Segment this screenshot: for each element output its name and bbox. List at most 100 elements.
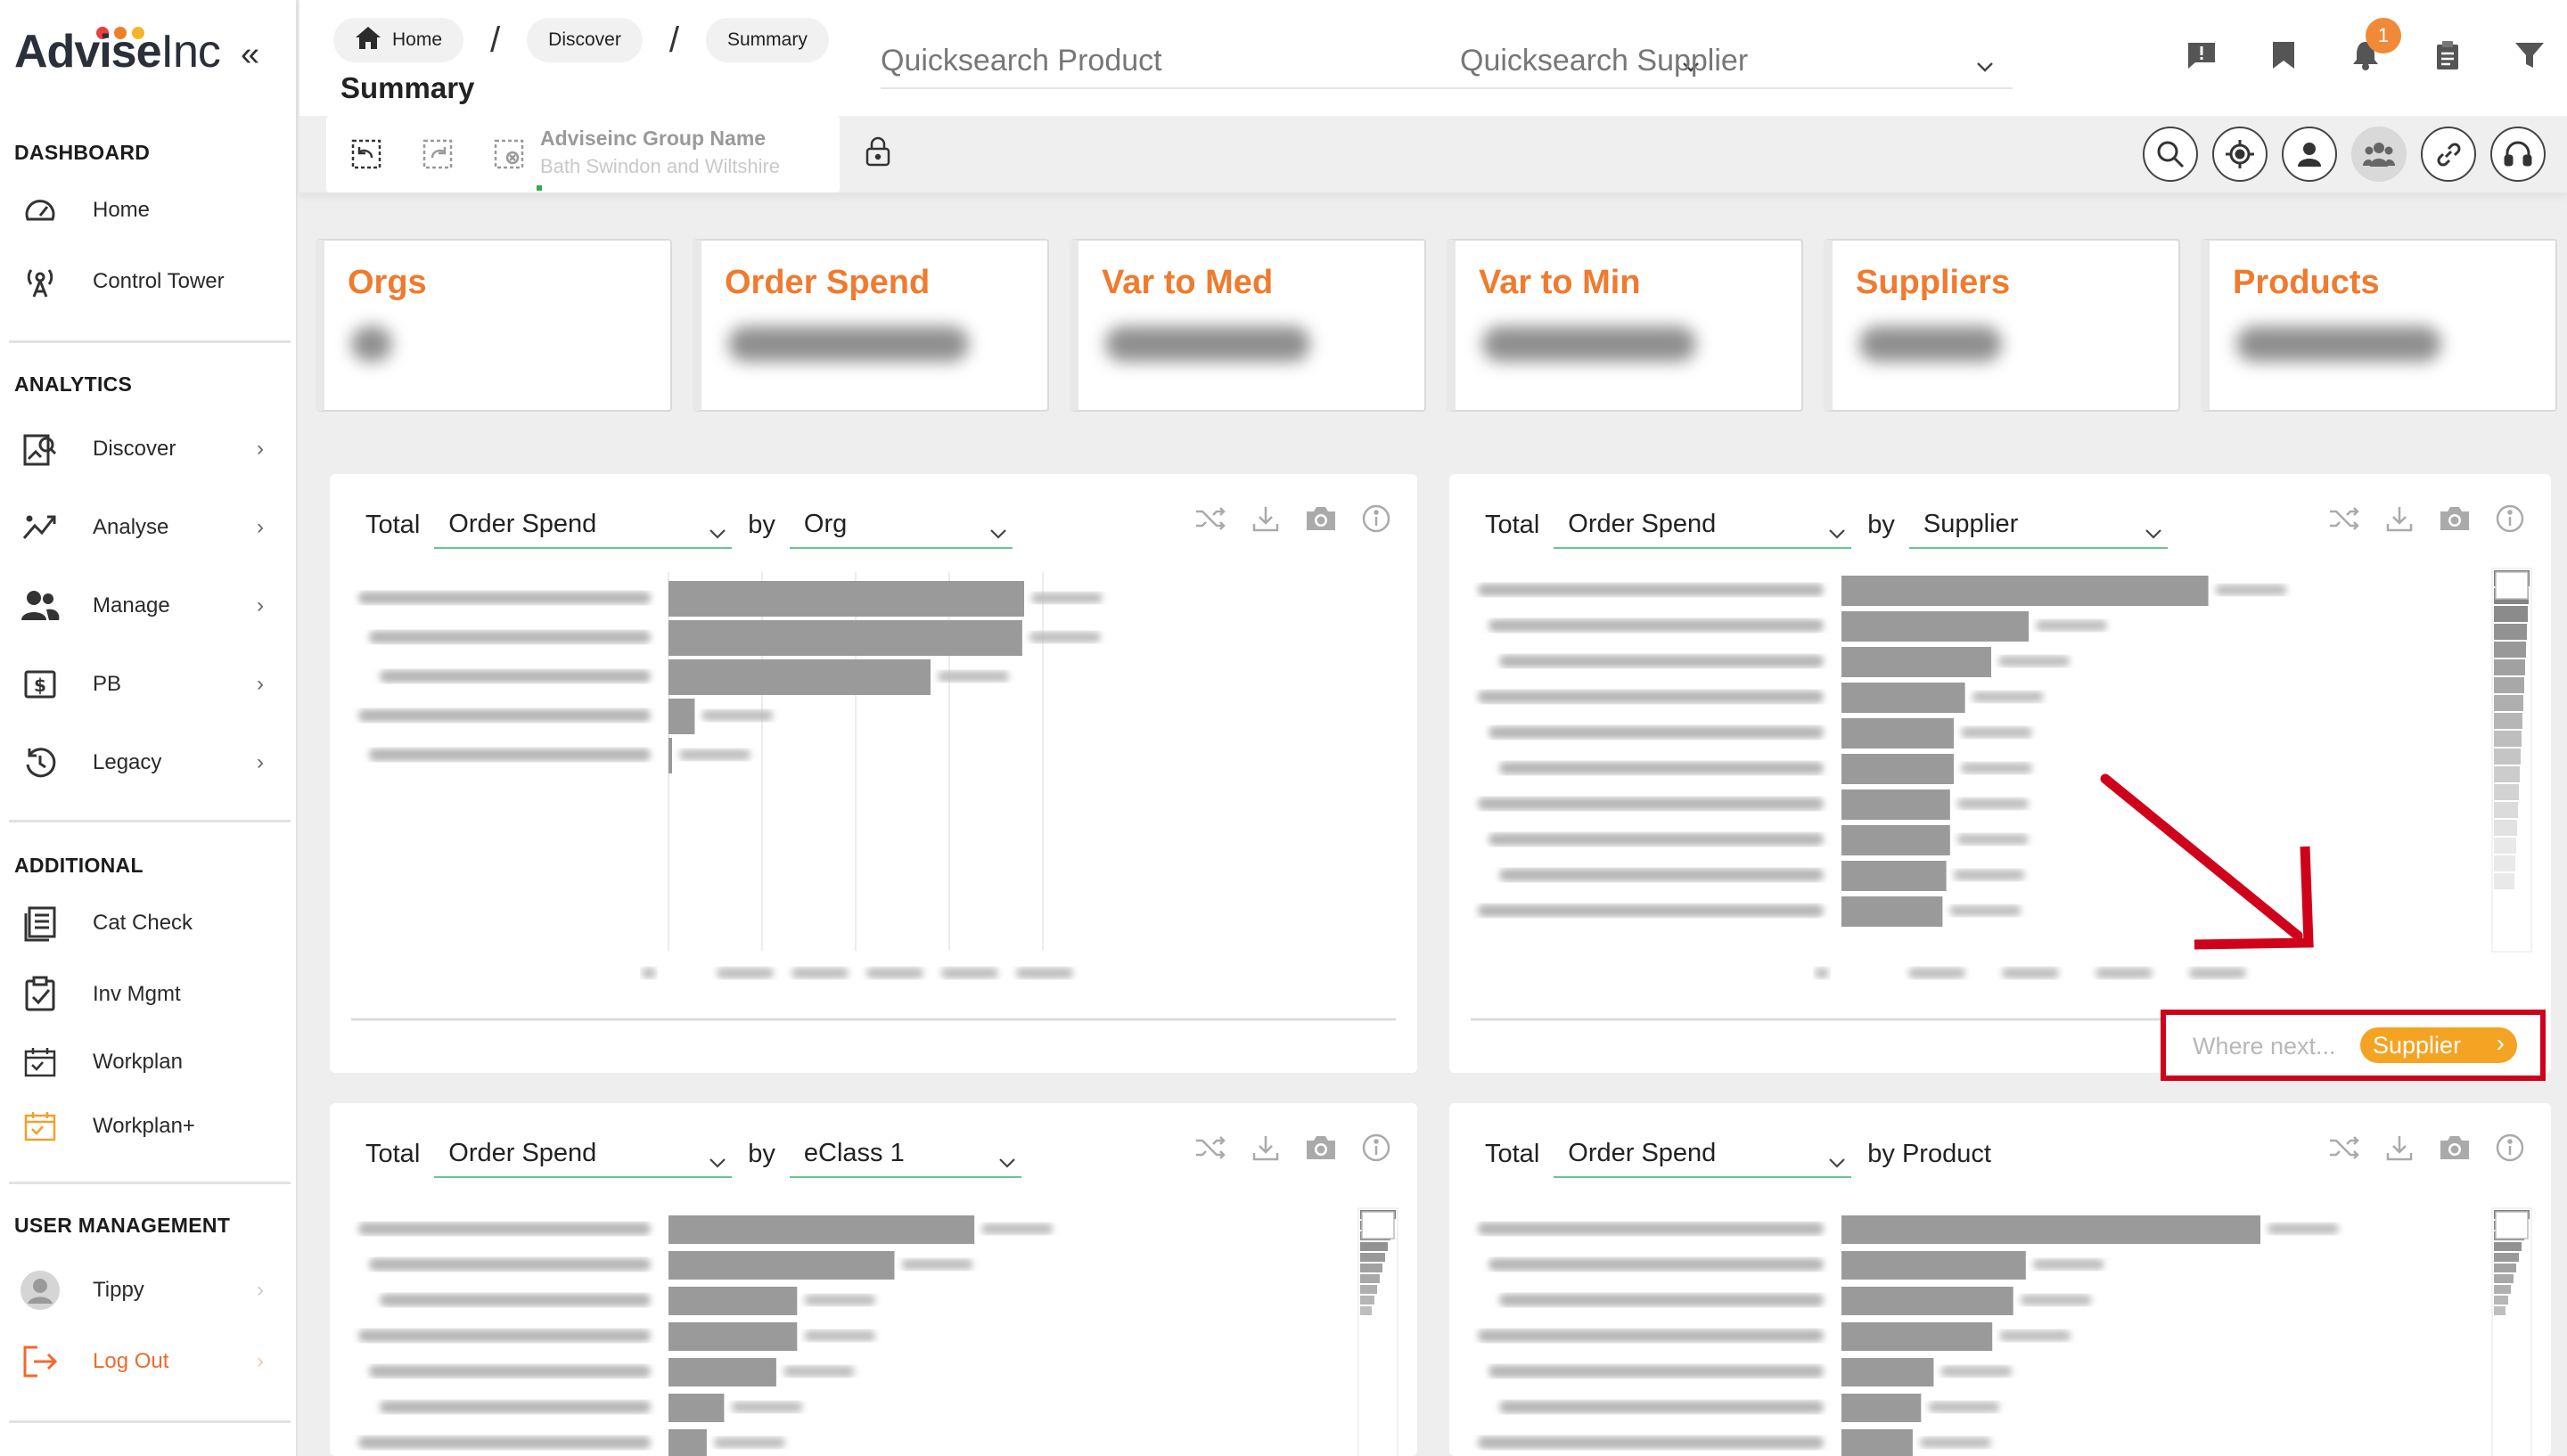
notifications-icon[interactable]: 1 [2350, 18, 2401, 71]
dimension-select[interactable]: eClass 1 [789, 1130, 1021, 1178]
bar[interactable] [668, 1358, 776, 1386]
where-next-supplier-button[interactable]: Supplier › [2360, 1027, 2517, 1063]
measure-select[interactable]: Order Spend [434, 1130, 733, 1178]
support-headset-icon[interactable] [2490, 127, 2546, 182]
sidebar-item-user[interactable]: Tippy › [20, 1265, 278, 1315]
lock-icon[interactable] [865, 135, 891, 172]
sidebar-item-home[interactable]: Home [20, 185, 278, 235]
bar[interactable] [1841, 754, 1954, 784]
dimension-select[interactable]: Supplier [1908, 501, 2168, 549]
bar[interactable] [668, 1287, 798, 1315]
bar[interactable] [668, 581, 1024, 617]
navigator-handle[interactable] [1361, 1211, 1395, 1239]
kpi-card-suppliers[interactable]: Suppliers [1824, 239, 2180, 412]
group-icon[interactable] [2351, 127, 2407, 182]
bar[interactable] [1841, 1215, 2260, 1244]
category-label-blurred [380, 1294, 651, 1306]
bar[interactable] [668, 1429, 707, 1456]
bar[interactable] [1841, 611, 2029, 642]
sidebar-item-legacy[interactable]: Legacy › [20, 738, 278, 788]
bar[interactable] [668, 659, 931, 695]
bar[interactable] [1841, 1429, 1913, 1456]
navigator-handle[interactable] [2495, 571, 2529, 600]
download-icon[interactable] [2382, 501, 2417, 536]
sidebar-item-control-tower[interactable]: Control Tower [20, 257, 278, 307]
sidebar-item-cat-check[interactable]: Cat Check [20, 898, 278, 948]
camera-icon[interactable] [2437, 1130, 2473, 1166]
bar[interactable] [1841, 1358, 1934, 1386]
kpi-card-order-spend[interactable]: Order Spend [693, 239, 1049, 412]
kpi-card-products[interactable]: Products [2201, 239, 2557, 412]
bar[interactable] [1841, 861, 1947, 891]
breadcrumb-summary[interactable]: Summary [705, 18, 829, 62]
breadcrumb-discover[interactable]: Discover [527, 18, 643, 62]
shuffle-icon[interactable] [2326, 1130, 2362, 1166]
clipboard-icon[interactable] [2432, 39, 2464, 71]
camera-icon[interactable] [2437, 501, 2473, 536]
search-icon[interactable] [2143, 127, 2198, 182]
bar[interactable] [668, 620, 1022, 656]
shuffle-icon[interactable] [2326, 501, 2362, 536]
collapse-sidebar-icon[interactable]: « [241, 36, 260, 73]
sidebar-item-logout[interactable]: Log Out › [20, 1337, 278, 1386]
undo-selection-icon[interactable] [346, 134, 387, 175]
kpi-card-var-to-min[interactable]: Var to Min [1447, 239, 1803, 412]
bar[interactable] [668, 738, 672, 773]
quicksearch-supplier-select[interactable]: Quicksearch Supplier [1460, 34, 2013, 89]
bar[interactable] [1841, 576, 2209, 606]
download-icon[interactable] [1248, 501, 1284, 536]
link-icon[interactable] [2421, 127, 2476, 182]
sidebar-item-inv-mgmt[interactable]: Inv Mgmt [20, 969, 278, 1019]
measure-select[interactable]: Order Spend [1554, 1130, 1852, 1178]
dimension-select[interactable]: Org [789, 501, 1013, 549]
bar[interactable] [668, 699, 695, 734]
sidebar-item-workplan-plus[interactable]: Workplan+ [20, 1101, 278, 1151]
info-icon[interactable] [1358, 1130, 1394, 1166]
bar[interactable] [1841, 1287, 2013, 1315]
kpi-card-orgs[interactable]: Orgs [316, 239, 672, 412]
navigator-handle[interactable] [2495, 1211, 2529, 1239]
bar[interactable] [1841, 1251, 2026, 1280]
download-icon[interactable] [1248, 1130, 1284, 1166]
bar[interactable] [668, 1322, 798, 1351]
shuffle-icon[interactable] [1193, 501, 1228, 536]
sidebar-item-manage[interactable]: Manage › [20, 581, 278, 631]
bar[interactable] [668, 1394, 725, 1422]
sidebar-item-analyse[interactable]: Analyse › [20, 503, 278, 552]
redo-selection-icon[interactable] [417, 134, 458, 175]
bar[interactable] [668, 1251, 895, 1280]
kpi-card-var-to-med[interactable]: Var to Med [1070, 239, 1426, 412]
target-icon[interactable] [2212, 127, 2268, 182]
bar[interactable] [1841, 647, 1991, 677]
download-icon[interactable] [2382, 1130, 2417, 1166]
sidebar-item-pb[interactable]: $ PB › [20, 659, 278, 709]
panel-tools [1193, 501, 1394, 536]
bar[interactable] [1841, 789, 1950, 820]
user-icon[interactable] [2282, 127, 2337, 182]
bar[interactable] [668, 1215, 975, 1244]
bar[interactable] [1841, 683, 1965, 713]
bar[interactable] [1841, 1394, 1922, 1422]
info-icon[interactable] [2492, 501, 2528, 536]
bar[interactable] [1841, 718, 1954, 748]
camera-icon[interactable] [1303, 501, 1339, 536]
measure-select[interactable]: Order Spend [434, 501, 733, 549]
bar[interactable] [1841, 1322, 1993, 1351]
feedback-icon[interactable] [2186, 39, 2218, 71]
clear-selection-icon[interactable] [488, 134, 529, 175]
sidebar-item-discover[interactable]: Discover › [20, 424, 278, 474]
quicksearch-product-select[interactable]: Quicksearch Product [881, 34, 1718, 89]
shuffle-icon[interactable] [1193, 1130, 1228, 1166]
breadcrumb-home[interactable]: Home [333, 18, 464, 62]
measure-select[interactable]: Order Spend [1554, 501, 1852, 549]
filter-icon[interactable] [2514, 39, 2546, 71]
info-icon[interactable] [1358, 501, 1394, 536]
sidebar-item-workplan[interactable]: Workplan [20, 1037, 278, 1087]
bar[interactable] [1841, 896, 1943, 927]
camera-icon[interactable] [1303, 1130, 1339, 1166]
group-name-value[interactable]: Bath Swindon and Wiltshire [540, 155, 781, 177]
brand-logo[interactable]: AdviseInc [14, 25, 221, 78]
bookmark-icon[interactable] [2268, 39, 2300, 71]
bar[interactable] [1841, 825, 1950, 855]
info-icon[interactable] [2492, 1130, 2528, 1166]
